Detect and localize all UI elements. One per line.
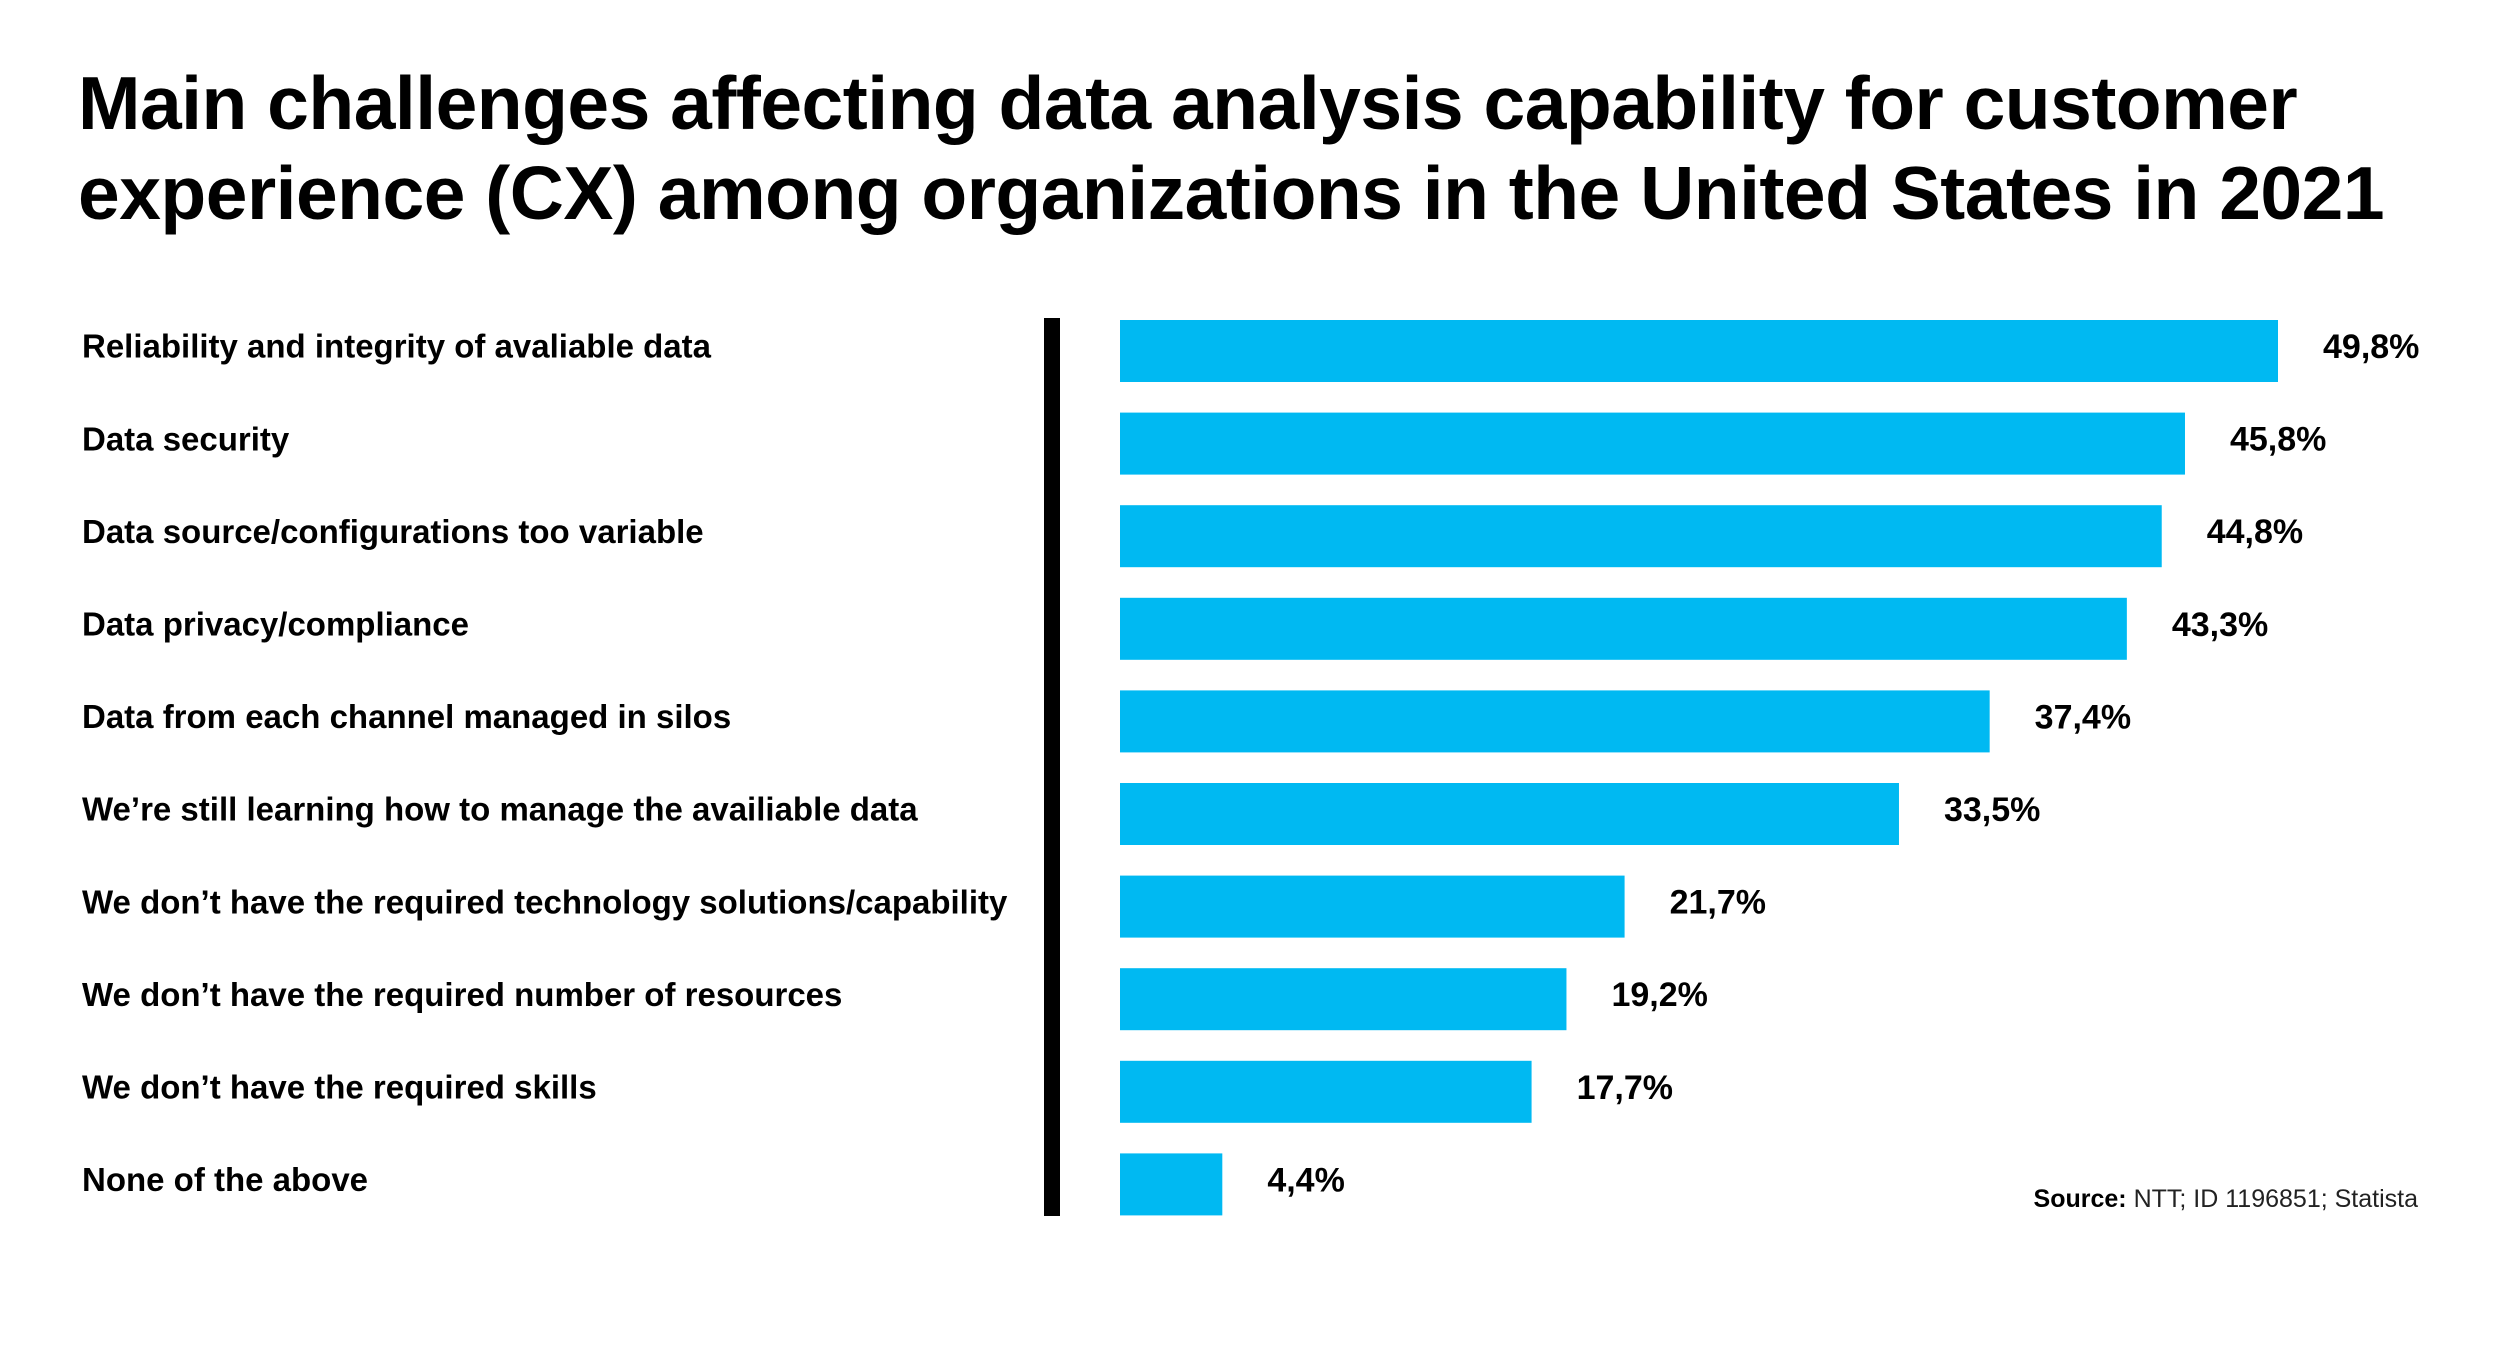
chart-title: Main challenges affecting data analysis … [78, 61, 2385, 235]
source-label: Source: [2033, 1185, 2127, 1213]
category-label: None of the above [82, 1161, 368, 1198]
value-label: 17,7% [1577, 1069, 1673, 1107]
value-label: 19,2% [1611, 976, 1707, 1014]
category-label: We’re still learning how to manage the a… [82, 791, 918, 828]
category-label: We don’t have the required technology so… [82, 883, 1008, 920]
bar [1120, 1153, 1223, 1216]
bar [1120, 1060, 1532, 1123]
category-label: Data source/configurations too variable [82, 513, 704, 550]
bar [1120, 505, 2162, 568]
bar [1120, 690, 1990, 753]
bar [1120, 597, 2127, 660]
category-label: Data privacy/compliance [82, 606, 469, 643]
category-label: Data from each channel managed in silos [82, 698, 731, 735]
source-note: Source: NTT; ID 1196851; Statista [2034, 1185, 2418, 1214]
bar [1120, 320, 2278, 382]
category-label: We don’t have the required skills [82, 1069, 597, 1106]
value-label: 45,8% [2230, 421, 2326, 459]
value-label: 33,5% [1944, 791, 2040, 829]
value-label: 4,4% [1267, 1161, 1345, 1199]
category-label: Data security [82, 420, 290, 457]
bar [1120, 968, 1567, 1031]
bar [1120, 412, 2185, 475]
value-label: 37,4% [2035, 698, 2131, 736]
value-labels: 49,8% 45,8% 44,8% 43,3% 37,4% 33,5% 21,7% 19,2%… [1267, 328, 2419, 1199]
category-labels: Reliability and integrity of avaliable d… [82, 328, 1008, 1198]
value-label: 49,8% [2323, 328, 2419, 366]
value-label: 21,7% [1670, 884, 1766, 922]
category-label: Reliability and integrity of avaliable d… [82, 328, 712, 365]
bars [1120, 320, 2278, 1216]
bar [1120, 875, 1625, 938]
category-label: We don’t have the required number of res… [82, 976, 842, 1013]
bar [1120, 783, 1899, 845]
value-label: 44,8% [2207, 513, 2303, 551]
source-text: NTT; ID 1196851; Statista [2133, 1185, 2418, 1213]
value-label: 43,3% [2172, 606, 2268, 644]
